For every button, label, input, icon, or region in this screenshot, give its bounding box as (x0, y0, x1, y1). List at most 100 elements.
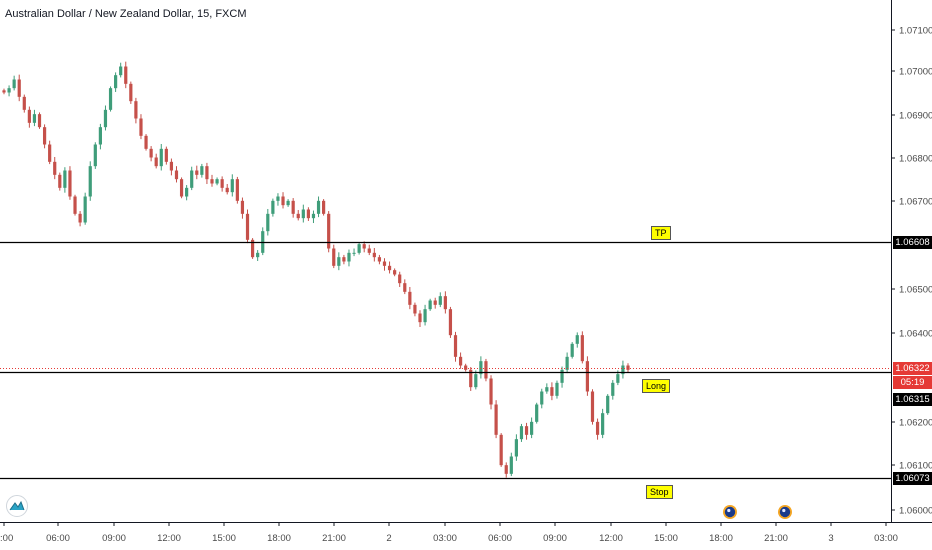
candle (560, 366, 564, 388)
candle (387, 261, 392, 274)
candle (464, 363, 468, 372)
economic-event-icon[interactable] (723, 505, 737, 519)
candle (357, 242, 361, 255)
candle (103, 105, 108, 131)
candle (185, 185, 189, 201)
candle (469, 367, 473, 391)
candle (7, 85, 11, 97)
candle (88, 161, 92, 201)
y-tick-label: 1.07000 (899, 67, 932, 78)
x-tick-label: 21:00 (764, 533, 788, 544)
candle (169, 158, 174, 176)
candle (423, 304, 427, 326)
candle (296, 210, 300, 221)
candle (621, 360, 625, 379)
candle (301, 204, 305, 223)
candle (347, 249, 351, 267)
candle (200, 163, 204, 178)
candle (245, 209, 250, 244)
x-tick-label: 15:00 (654, 533, 678, 544)
candle (545, 383, 549, 394)
candle (377, 254, 382, 265)
countdown-box: 05:19 (893, 376, 932, 389)
x-tick-label: 09:00 (102, 533, 126, 544)
y-tick-label: 1.06800 (899, 154, 932, 165)
candles-layer (2, 61, 630, 478)
candle (73, 194, 77, 216)
x-tick-label: 21:00 (322, 533, 346, 544)
candle (590, 389, 595, 425)
candle (428, 298, 432, 311)
candle (433, 297, 437, 309)
candle (570, 342, 574, 359)
candle (174, 166, 179, 183)
candle (195, 165, 199, 180)
time-axis[interactable]: 3:00 06:00 09:00 12:00 15:00 18:00 21:00 2 03:00… (0, 522, 932, 544)
candle (453, 331, 458, 362)
candle (2, 88, 6, 95)
candle (53, 156, 57, 180)
candle (286, 199, 290, 207)
candle (139, 114, 143, 140)
candle (144, 134, 148, 151)
x-tick-label: 15:00 (212, 533, 236, 544)
candle (418, 310, 422, 328)
candle (37, 112, 42, 129)
price-axis[interactable]: 1.07100 1.07000 1.06900 1.06800 1.06700 1.065… (891, 0, 932, 522)
candle (448, 306, 453, 338)
y-tick-label: 1.06100 (899, 461, 932, 472)
candle (271, 198, 275, 217)
candle (601, 408, 605, 439)
candle (93, 142, 97, 169)
long-label[interactable]: Long (642, 379, 671, 393)
candle (565, 352, 569, 374)
y-tick-label: 1.06200 (899, 418, 932, 429)
candle (164, 146, 168, 165)
candle (489, 375, 493, 410)
stop-price-box: 1.06073 (893, 472, 932, 485)
x-tick-label: 09:00 (543, 533, 567, 544)
candle (479, 356, 483, 379)
candle (42, 124, 47, 149)
candle (494, 400, 498, 439)
candle (555, 380, 559, 399)
x-tick-label: 18:00 (709, 533, 733, 544)
candle (58, 172, 62, 191)
y-tick-label: 1.06000 (899, 506, 932, 517)
candle (27, 106, 31, 128)
candle (342, 254, 346, 265)
economic-event-icon[interactable] (778, 505, 792, 519)
tp-label[interactable]: TP (651, 226, 671, 240)
candle (179, 177, 184, 199)
candle (114, 72, 118, 92)
candle (124, 61, 128, 89)
candle (514, 434, 518, 461)
candle (398, 271, 402, 287)
candle (281, 192, 285, 209)
y-tick-label: 1.07100 (899, 26, 932, 37)
events-layer (723, 505, 792, 519)
candle (261, 227, 265, 256)
candle (266, 208, 270, 236)
tradingview-logo-icon[interactable] (6, 495, 28, 517)
candle (393, 268, 397, 277)
candle (230, 174, 234, 197)
candle (337, 252, 341, 271)
candle (580, 331, 584, 364)
candle (250, 238, 255, 259)
candle (134, 97, 138, 124)
candle (306, 207, 310, 221)
candle (606, 394, 610, 415)
candle (32, 109, 37, 127)
candle (63, 167, 67, 193)
y-tick-label: 1.06900 (899, 111, 932, 122)
entry-price-box: 1.06315 (893, 393, 932, 406)
candle (215, 177, 219, 186)
stop-label[interactable]: Stop (646, 485, 673, 499)
candle (48, 140, 52, 165)
candle (78, 211, 82, 227)
candle (504, 462, 508, 478)
candle (443, 291, 447, 314)
candle (332, 244, 336, 269)
